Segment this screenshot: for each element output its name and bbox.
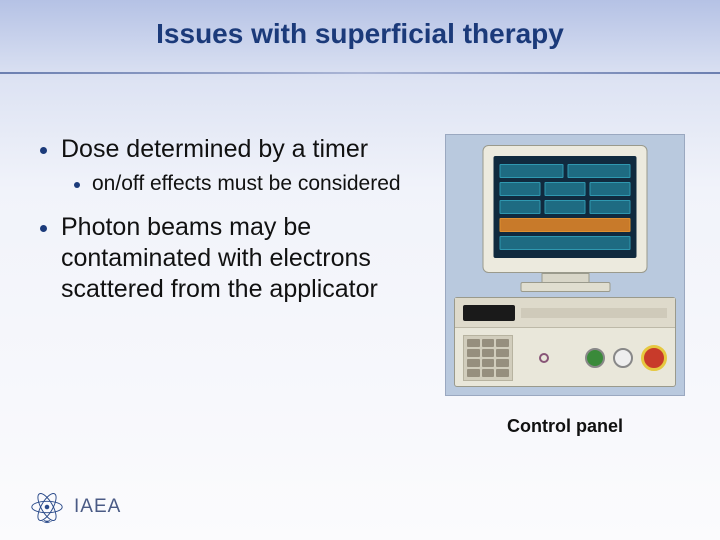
monitor-screen: [494, 156, 637, 258]
bullet-item: Photon beams may be contaminated with el…: [40, 212, 426, 306]
figure-caption: Control panel: [440, 416, 690, 437]
emergency-stop-icon: [641, 345, 667, 371]
brand-badge: [521, 343, 567, 373]
bullet-text: on/off effects must be considered: [92, 171, 401, 197]
button-panel: [575, 345, 667, 371]
bullet-dot-icon: [40, 225, 47, 232]
monitor-body: [483, 145, 648, 273]
slide-title: Issues with superficial therapy: [0, 18, 720, 50]
monitor-base: [520, 282, 610, 292]
content-area: Dose determined by a timer on/off effect…: [0, 74, 720, 437]
bullet-dot-icon: [40, 147, 47, 154]
bullet-text: Dose determined by a timer: [61, 134, 368, 165]
console-face: [455, 328, 675, 388]
device-illustration: [445, 134, 685, 396]
console: [454, 297, 676, 387]
bullet-list: Dose determined by a timer on/off effect…: [40, 134, 440, 437]
figure: Control panel: [440, 134, 690, 437]
iaea-logo-icon: [28, 488, 66, 526]
bullet-text: Photon beams may be contaminated with el…: [61, 212, 426, 306]
stop-button-icon: [613, 348, 633, 368]
bullet-dot-icon: [74, 182, 80, 188]
bullet-item: Dose determined by a timer: [40, 134, 426, 165]
title-area: Issues with superficial therapy: [0, 0, 720, 50]
bullet-subitem: on/off effects must be considered: [74, 171, 426, 197]
console-display: [463, 305, 515, 321]
footer: IAEA: [28, 488, 121, 526]
keypad: [463, 335, 513, 381]
footer-org: IAEA: [74, 496, 121, 518]
console-label-strip: [521, 308, 667, 318]
console-top: [455, 298, 675, 328]
monitor: [483, 145, 648, 292]
start-button-icon: [585, 348, 605, 368]
